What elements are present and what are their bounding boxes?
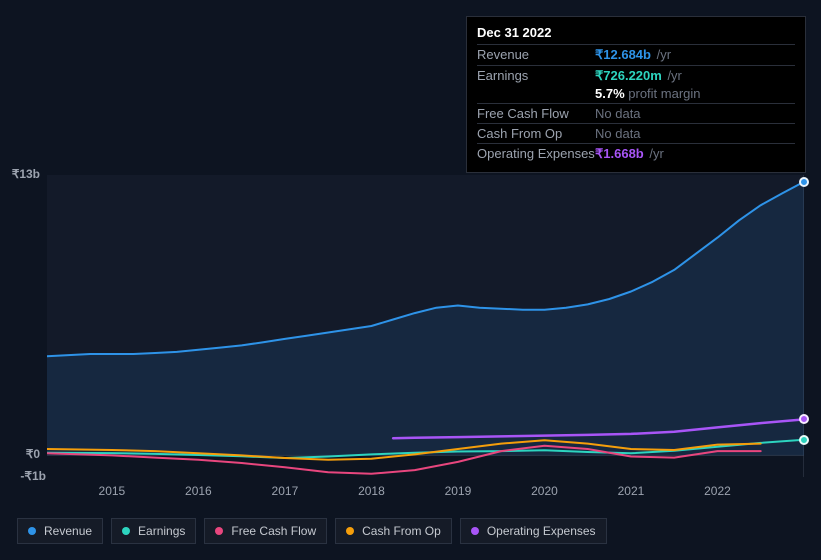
legend-dot-icon [471, 527, 479, 535]
tooltip-row-value: ₹12.684b /yr [595, 47, 671, 63]
tooltip-row-label: Earnings [477, 68, 595, 84]
tooltip-row-value: No data [595, 106, 641, 121]
tooltip-row-label: Free Cash Flow [477, 106, 595, 121]
legend-dot-icon [346, 527, 354, 535]
y-axis-label: -₹1b [20, 469, 46, 483]
x-axis-label: 2016 [185, 484, 212, 498]
tooltip-subrow: 5.7% profit margin [477, 86, 795, 103]
legend-label: Operating Expenses [487, 524, 596, 538]
y-axis-label: ₹13b [12, 167, 40, 181]
line-chart-svg [47, 175, 804, 477]
legend-label: Free Cash Flow [231, 524, 316, 538]
hover-tooltip: Dec 31 2022 Revenue₹12.684b /yrEarnings₹… [466, 16, 806, 173]
tooltip-row: Free Cash FlowNo data [477, 103, 795, 123]
tooltip-row-value: ₹726.220m /yr [595, 68, 682, 84]
tooltip-row: Earnings₹726.220m /yr [477, 65, 795, 86]
legend-label: Earnings [138, 524, 185, 538]
y-axis-label: ₹0 [26, 447, 40, 461]
tooltip-row-value: No data [595, 126, 641, 141]
tooltip-row: Cash From OpNo data [477, 123, 795, 143]
legend-item-revenue[interactable]: Revenue [17, 518, 103, 544]
legend-item-earnings[interactable]: Earnings [111, 518, 196, 544]
x-axis-label: 2022 [704, 484, 731, 498]
legend-dot-icon [28, 527, 36, 535]
x-axis-label: 2021 [618, 484, 645, 498]
legend-item-operating-expenses[interactable]: Operating Expenses [460, 518, 607, 544]
legend-dot-icon [122, 527, 130, 535]
x-axis-labels: 2015 2016 2017 2018 2019 2020 2021 2022 [47, 484, 804, 502]
legend-item-cash-from-op[interactable]: Cash From Op [335, 518, 452, 544]
series-end-marker [799, 177, 809, 187]
legend-dot-icon [215, 527, 223, 535]
x-axis-label: 2017 [272, 484, 299, 498]
tooltip-date: Dec 31 2022 [477, 25, 795, 40]
chart-legend: Revenue Earnings Free Cash Flow Cash From O… [17, 518, 607, 544]
legend-label: Cash From Op [362, 524, 441, 538]
tooltip-row-label: Operating Expenses [477, 146, 595, 162]
series-end-marker [799, 435, 809, 445]
series-end-marker [799, 414, 809, 424]
chart-area[interactable] [47, 175, 804, 477]
x-axis-label: 2019 [445, 484, 472, 498]
tooltip-row: Operating Expenses₹1.668b /yr [477, 143, 795, 164]
legend-item-free-cash-flow[interactable]: Free Cash Flow [204, 518, 327, 544]
tooltip-row-label: Revenue [477, 47, 595, 63]
x-axis-label: 2015 [99, 484, 126, 498]
tooltip-row: Revenue₹12.684b /yr [477, 44, 795, 65]
tooltip-row-label: Cash From Op [477, 126, 595, 141]
tooltip-row-value: ₹1.668b /yr [595, 146, 664, 162]
legend-label: Revenue [44, 524, 92, 538]
x-axis-label: 2018 [358, 484, 385, 498]
x-axis-label: 2020 [531, 484, 558, 498]
